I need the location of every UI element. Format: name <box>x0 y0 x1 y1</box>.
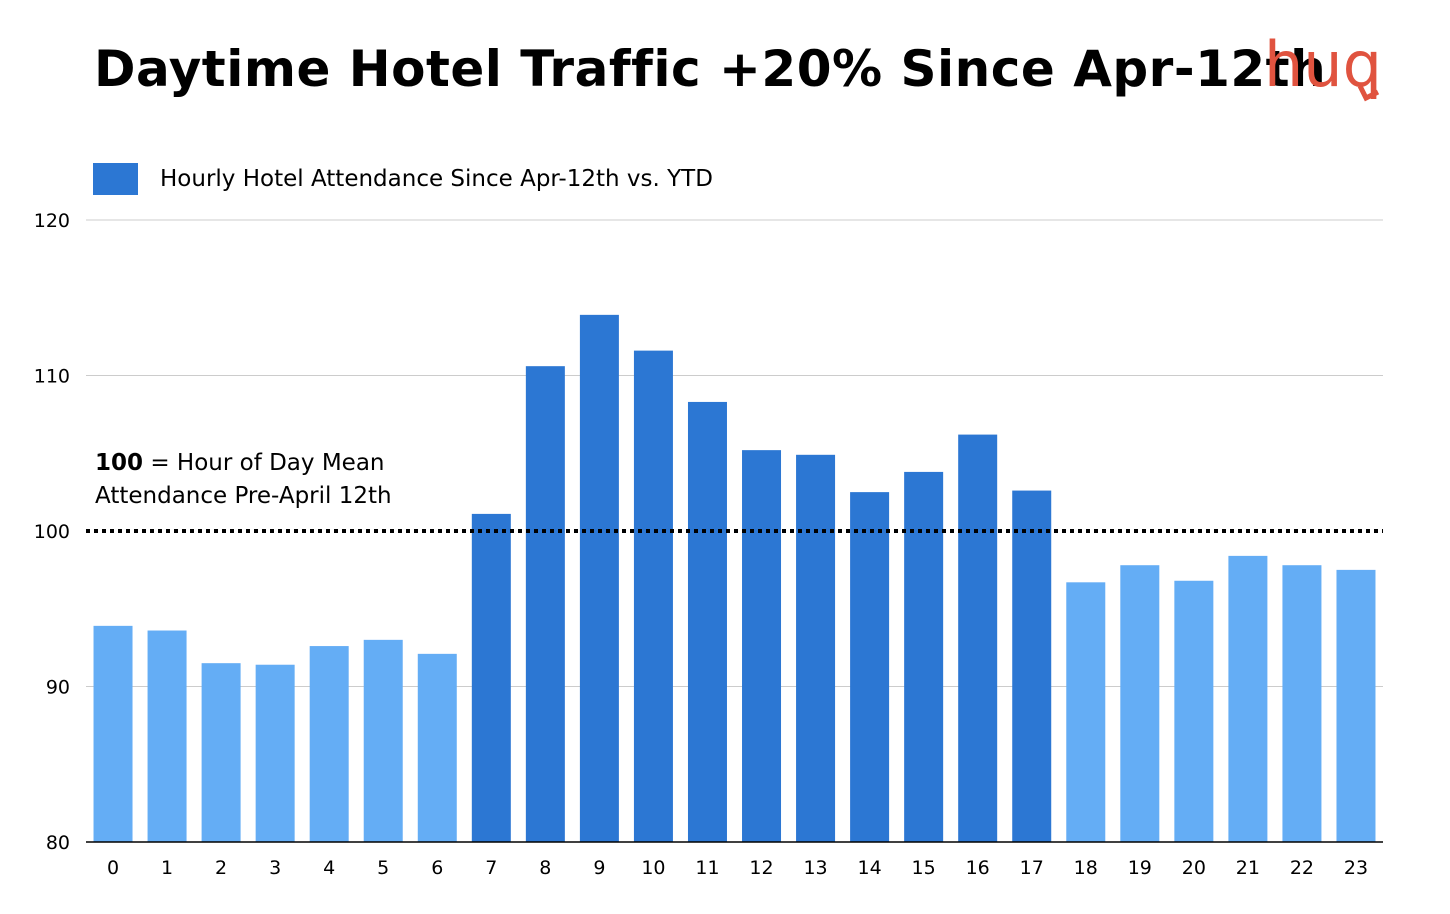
bar <box>93 625 133 842</box>
bar <box>147 630 187 842</box>
x-tick-label: 13 <box>803 857 827 879</box>
bar <box>1066 582 1106 842</box>
bar <box>904 471 944 842</box>
x-tick-label: 0 <box>107 857 119 879</box>
x-tick-label: 23 <box>1344 857 1368 879</box>
reference-annotation: 100 = Hour of Day Mean Attendance Pre-Ap… <box>95 447 392 513</box>
bar <box>1174 580 1214 842</box>
x-tick-label: 20 <box>1182 857 1206 879</box>
gridlines <box>86 219 1383 687</box>
bar <box>525 366 565 842</box>
x-tick-label: 22 <box>1290 857 1314 879</box>
bar <box>309 646 349 842</box>
x-tick-label: 5 <box>377 857 389 879</box>
bar <box>742 450 782 842</box>
x-tick-labels: 0 1 2 3 4 5 6 7 8 9 10 11 12 13 14 15 16 17 18 19 20 21 22 23 <box>107 857 1368 879</box>
huq-logo: huq <box>1262 24 1392 114</box>
x-tick-label: 10 <box>641 857 665 879</box>
x-tick-label: 15 <box>912 857 936 879</box>
bar <box>471 513 511 842</box>
y-tick-label: 90 <box>46 677 70 699</box>
legend-label: Hourly Hotel Attendance Since Apr-12th v… <box>160 166 713 192</box>
annotation-bold-value: 100 <box>95 450 144 476</box>
x-tick-label: 2 <box>215 857 227 879</box>
bar <box>687 401 727 842</box>
x-tick-label: 4 <box>323 857 335 879</box>
bar <box>850 492 890 842</box>
bar <box>1282 565 1322 842</box>
bar <box>958 434 998 842</box>
bar <box>1120 565 1160 842</box>
x-tick-label: 9 <box>593 857 605 879</box>
x-tick-label: 11 <box>695 857 719 879</box>
bar <box>1336 569 1376 842</box>
y-tick-label: 120 <box>34 210 70 232</box>
annotation-line-1: 100 = Hour of Day Mean <box>95 447 392 480</box>
bar <box>255 664 295 842</box>
legend-swatch <box>93 163 138 195</box>
x-tick-label: 14 <box>858 857 882 879</box>
y-tick-labels: 80 90 100 110 120 <box>34 210 70 854</box>
bar <box>201 663 241 842</box>
x-tick-label: 19 <box>1128 857 1152 879</box>
huq-logo-icon: huq <box>1264 28 1382 102</box>
bar <box>579 314 619 843</box>
annotation-line-1-rest: = Hour of Day Mean <box>143 450 385 476</box>
x-tick-label: 1 <box>161 857 173 879</box>
bar <box>1228 555 1268 842</box>
y-tick-label: 100 <box>34 521 70 543</box>
legend: Hourly Hotel Attendance Since Apr-12th v… <box>93 163 713 195</box>
x-tick-label: 17 <box>1020 857 1044 879</box>
bar <box>1012 490 1052 842</box>
x-tick-label: 8 <box>539 857 551 879</box>
bar <box>417 653 457 842</box>
x-tick-label: 16 <box>966 857 990 879</box>
x-tick-label: 21 <box>1236 857 1260 879</box>
x-tick-label: 18 <box>1074 857 1098 879</box>
x-tick-label: 6 <box>431 857 443 879</box>
y-tick-label: 110 <box>34 366 70 388</box>
y-tick-label: 80 <box>46 832 70 854</box>
bar <box>633 350 673 842</box>
bar <box>796 454 836 842</box>
annotation-line-2: Attendance Pre-April 12th <box>95 483 392 509</box>
x-tick-label: 12 <box>749 857 773 879</box>
bar <box>363 639 403 842</box>
x-tick-label: 3 <box>269 857 281 879</box>
x-tick-label: 7 <box>485 857 497 879</box>
bars <box>93 314 1376 843</box>
logo-swoosh <box>1357 84 1380 102</box>
chart-title: Daytime Hotel Traffic +20% Since Apr-12t… <box>94 40 1327 98</box>
